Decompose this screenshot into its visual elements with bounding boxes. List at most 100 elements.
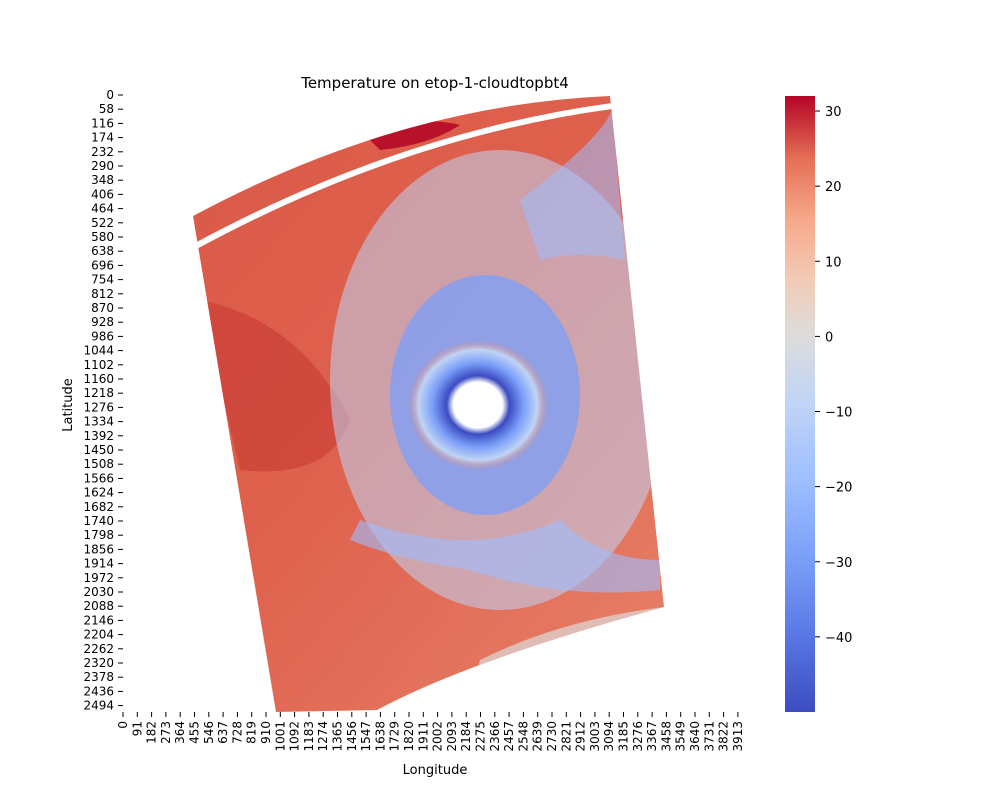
y-tick-label: 464 <box>91 202 114 216</box>
x-tick-label: 3367 <box>645 721 659 752</box>
x-tick-label: 3094 <box>602 721 616 752</box>
x-tick-label: 1820 <box>402 721 416 752</box>
colorbar-tick-label: 30 <box>825 105 842 120</box>
colorbar-tick-label: −10 <box>825 406 852 421</box>
x-tick-label: 1365 <box>331 721 345 752</box>
y-tick-label: 348 <box>91 173 114 187</box>
x-tick-label: 3003 <box>588 721 602 752</box>
heatmap-storm-core <box>408 340 548 470</box>
x-tick-label: 1092 <box>288 721 302 752</box>
x-tick-label: 2457 <box>502 721 516 752</box>
x-tick-label: 1456 <box>345 721 359 752</box>
x-tick-label: 2821 <box>559 721 573 752</box>
x-tick-label: 3731 <box>702 721 716 752</box>
y-tick-label: 1914 <box>83 557 114 571</box>
y-tick-label: 1798 <box>83 528 114 542</box>
x-tick-label: 910 <box>259 721 273 744</box>
x-tick-label: 0 <box>116 721 130 729</box>
y-tick-label: 812 <box>91 287 114 301</box>
y-tick-label: 2088 <box>83 599 114 613</box>
x-tick-label: 3913 <box>731 721 745 752</box>
y-tick-label: 1450 <box>83 443 114 457</box>
x-tick-label: 2184 <box>459 721 473 752</box>
y-tick-label: 2030 <box>83 585 114 599</box>
x-tick-label: 2639 <box>531 721 545 752</box>
colorbar-tick-label: −30 <box>825 556 852 571</box>
y-tick-label: 1276 <box>83 400 114 414</box>
y-tick-label: 638 <box>91 244 114 258</box>
y-tick-label: 1508 <box>83 457 114 471</box>
y-tick-label: 2204 <box>83 628 114 642</box>
x-tick-label: 2548 <box>516 721 530 752</box>
x-tick-label: 1638 <box>373 721 387 752</box>
x-tick-label: 637 <box>216 721 230 744</box>
y-tick-label: 290 <box>91 159 114 173</box>
y-tick-label: 174 <box>91 131 114 145</box>
x-tick-label: 3822 <box>717 721 731 752</box>
colorbar-tick-label: −40 <box>825 631 852 646</box>
heatmap-swath <box>150 90 690 720</box>
y-tick-label: 1972 <box>83 571 114 585</box>
x-tick-label: 3458 <box>659 721 673 752</box>
colorbar-tick-label: −20 <box>825 481 852 496</box>
y-tick-label: 58 <box>99 102 114 116</box>
x-tick-label: 3640 <box>688 721 702 752</box>
x-tick-label: 819 <box>245 721 259 744</box>
x-tick-label: 182 <box>145 721 159 744</box>
y-axis-ticks: 0581161742322903484064645225806386967548… <box>83 88 123 713</box>
y-tick-label: 1740 <box>83 514 114 528</box>
x-tick-label: 3276 <box>631 721 645 752</box>
x-tick-label: 2912 <box>574 721 588 752</box>
y-tick-label: 928 <box>91 315 114 329</box>
y-tick-label: 406 <box>91 187 114 201</box>
x-tick-label: 455 <box>188 721 202 744</box>
y-tick-label: 1624 <box>83 486 114 500</box>
y-tick-label: 580 <box>91 230 114 244</box>
colorbar-tick-label: 20 <box>825 180 842 195</box>
x-tick-label: 364 <box>173 721 187 744</box>
x-axis-label: Longitude <box>403 763 468 778</box>
y-tick-label: 116 <box>91 116 114 130</box>
x-tick-label: 2730 <box>545 721 559 752</box>
x-tick-label: 3185 <box>617 721 631 752</box>
x-tick-label: 2093 <box>445 721 459 752</box>
y-tick-label: 1392 <box>83 429 114 443</box>
y-tick-label: 1160 <box>83 372 114 386</box>
y-tick-label: 986 <box>91 329 114 343</box>
y-tick-label: 2494 <box>83 699 114 713</box>
y-tick-label: 870 <box>91 301 114 315</box>
y-tick-label: 522 <box>91 216 114 230</box>
y-tick-label: 754 <box>91 273 114 287</box>
y-tick-label: 2146 <box>83 613 114 627</box>
x-tick-label: 2366 <box>488 721 502 752</box>
x-tick-label: 728 <box>230 721 244 744</box>
y-tick-label: 2320 <box>83 656 114 670</box>
y-tick-label: 696 <box>91 258 114 272</box>
chart-title: Temperature on etop-1-cloudtopbt4 <box>300 74 569 92</box>
y-tick-label: 2436 <box>83 684 114 698</box>
y-tick-label: 2262 <box>83 642 114 656</box>
x-tick-label: 1274 <box>316 721 330 752</box>
x-axis-ticks: 0 91 182 273 364 455 546 637 728 819 910 1001 1092 11… <box>116 712 745 752</box>
y-tick-label: 1566 <box>83 471 114 485</box>
x-tick-label: 3549 <box>674 721 688 752</box>
y-tick-label: 232 <box>91 145 114 159</box>
y-tick-label: 1856 <box>83 542 114 556</box>
y-tick-label: 1218 <box>83 386 114 400</box>
y-tick-label: 1102 <box>83 358 114 372</box>
x-tick-label: 1911 <box>416 721 430 752</box>
x-tick-label: 546 <box>202 721 216 744</box>
x-tick-label: 1729 <box>388 721 402 752</box>
y-axis-label: Latitude <box>61 378 76 432</box>
colorbar-ticks: 30 20 10 0 −10 −20 −30 −40 <box>815 105 852 646</box>
colorbar <box>785 96 815 712</box>
y-tick-label: 1334 <box>83 415 114 429</box>
x-tick-label: 2275 <box>474 721 488 752</box>
colorbar-tick-label: 10 <box>825 255 842 270</box>
x-tick-label: 1183 <box>302 721 316 752</box>
y-tick-label: 1682 <box>83 500 114 514</box>
x-tick-label: 1001 <box>273 721 287 752</box>
y-tick-label: 0 <box>106 88 114 102</box>
x-tick-label: 273 <box>159 721 173 744</box>
